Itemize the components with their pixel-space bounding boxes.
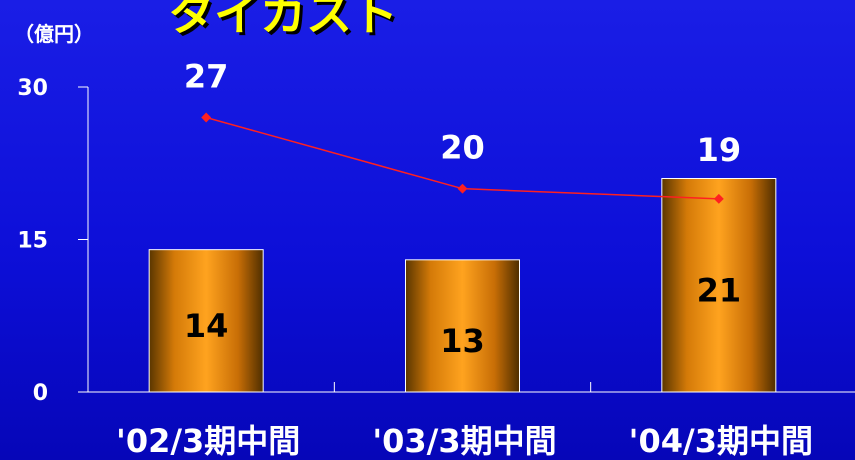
bar [148, 249, 264, 393]
bar-value-label: 14 [184, 307, 229, 345]
bar [661, 178, 777, 393]
y-tick-label: 30 [17, 76, 48, 101]
line-value-label: 19 [697, 131, 742, 169]
line-point [457, 183, 468, 194]
bar-value-label: 21 [697, 271, 742, 309]
x-category-label: '03/3期中間 [372, 422, 556, 460]
line-value-label: 27 [184, 58, 229, 96]
unit-label: （億円） [14, 22, 94, 46]
bar [405, 259, 520, 393]
line-point [201, 112, 212, 123]
y-tick-label: 15 [17, 229, 48, 254]
x-category-label: '02/3期中間 [116, 422, 300, 460]
line-point [713, 193, 724, 204]
y-tick-label: 0 [33, 381, 48, 406]
bar-value-label: 13 [440, 322, 485, 360]
chart-title: タイカスト [168, 0, 398, 41]
x-category-label: '04/3期中間 [629, 422, 813, 460]
line-value-label: 20 [440, 129, 485, 167]
